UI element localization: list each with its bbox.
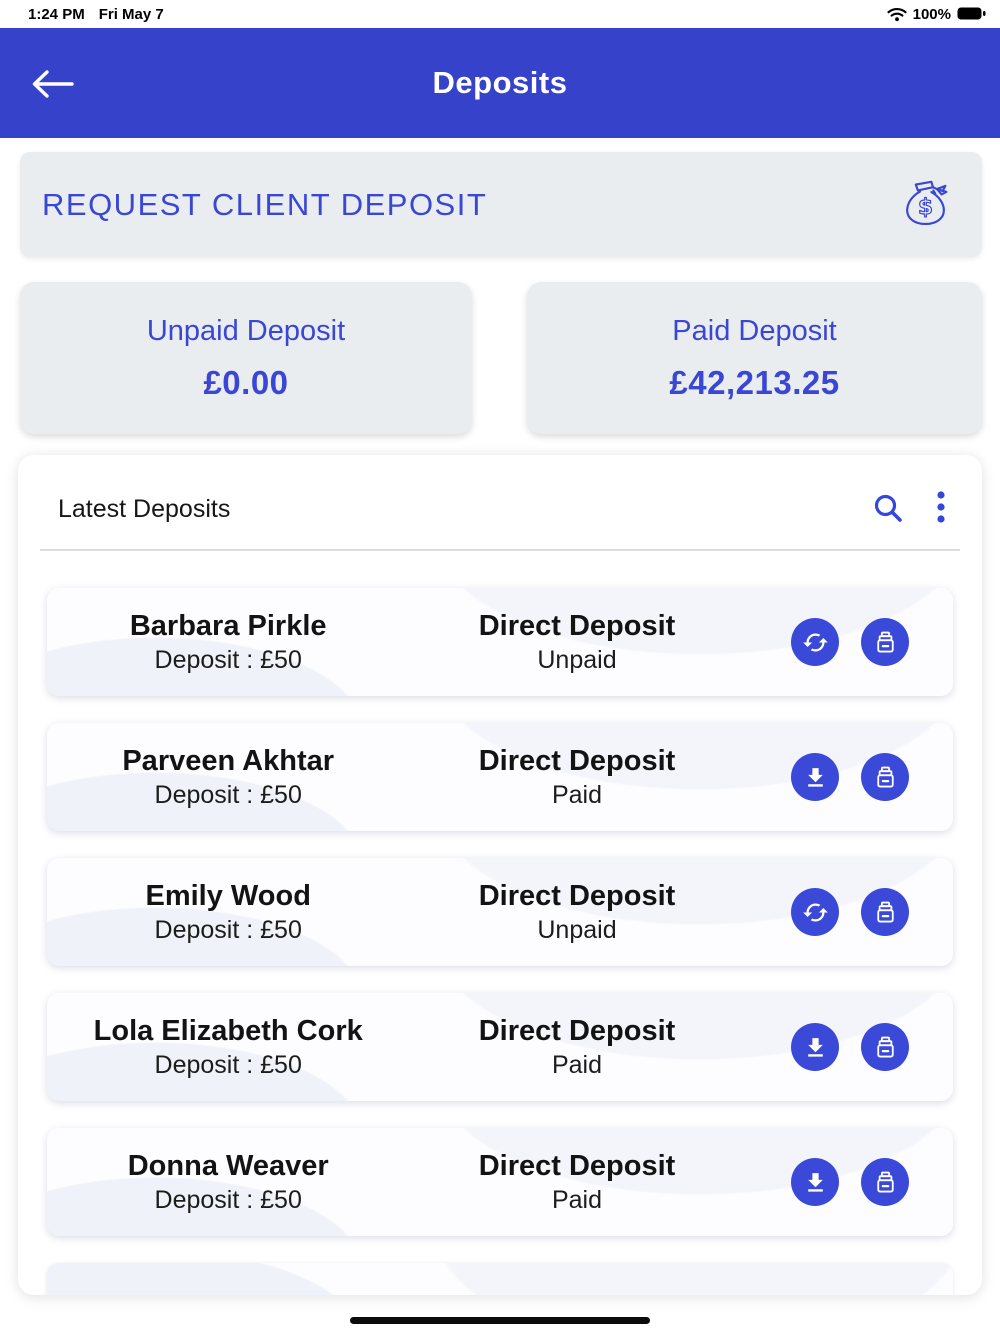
sync-button[interactable] (791, 618, 839, 666)
archive-icon (871, 898, 900, 927)
archive-icon (871, 1168, 900, 1197)
battery-percent: 100% (912, 5, 951, 23)
deposit-row[interactable]: Barbara Pirkle Deposit : £50 Direct Depo… (47, 588, 953, 696)
paid-deposit-amount: £42,213.25 (669, 363, 840, 401)
client-name: Donna Weaver (127, 1149, 329, 1182)
search-icon (872, 492, 904, 527)
archive-icon (871, 1033, 900, 1062)
archive-button[interactable] (861, 618, 909, 666)
page-title: Deposits (432, 65, 568, 100)
unpaid-deposit-amount: £0.00 (203, 363, 289, 401)
wifi-icon (887, 7, 907, 22)
payment-method: Direct Deposit (478, 744, 676, 777)
more-menu-button[interactable] (934, 488, 948, 531)
payment-status: Unpaid (537, 645, 617, 674)
payment-method: Direct Deposit (478, 1149, 676, 1182)
download-button[interactable] (791, 753, 839, 801)
unpaid-deposit-label: Unpaid Deposit (146, 314, 346, 347)
deposit-list: Barbara Pirkle Deposit : £50 Direct Depo… (18, 588, 982, 1295)
client-name: Barbara Pirkle (129, 609, 327, 642)
deposit-amount: Deposit : £50 (154, 915, 302, 944)
payment-status: Paid (551, 1185, 603, 1214)
download-icon (803, 1035, 828, 1060)
paid-deposit-card[interactable]: Paid Deposit £42,213.25 (527, 282, 982, 434)
client-name: Lola Elizabeth Cork (93, 1014, 363, 1047)
battery-icon (957, 7, 986, 21)
unpaid-deposit-card[interactable]: Unpaid Deposit £0.00 (20, 282, 472, 434)
download-icon (803, 765, 828, 790)
archive-button[interactable] (861, 888, 909, 936)
request-client-deposit-label: REQUEST CLIENT DEPOSIT (42, 186, 488, 222)
archive-icon (871, 763, 900, 792)
download-button[interactable] (791, 1158, 839, 1206)
payment-method: Direct Deposit (478, 609, 676, 642)
archive-icon (871, 628, 900, 657)
sync-icon (802, 629, 829, 656)
deposit-row[interactable]: Lola Elizabeth Cork Deposit : £50 Direct… (47, 993, 953, 1101)
latest-deposits-title: Latest Deposits (58, 494, 231, 523)
deposit-row[interactable]: Donna Weaver Deposit : £50 Direct Deposi… (47, 1128, 953, 1236)
download-button[interactable] (791, 1023, 839, 1071)
deposit-row-partial[interactable] (47, 1263, 953, 1295)
archive-button[interactable] (861, 753, 909, 801)
deposit-amount: Deposit : £50 (154, 780, 302, 809)
app-header: Deposits (0, 28, 1000, 138)
vertical-dots-icon (936, 490, 946, 529)
deposit-amount: Deposit : £50 (154, 1050, 302, 1079)
deposit-amount: Deposit : £50 (154, 645, 302, 674)
deposit-row[interactable]: Emily Wood Deposit : £50 Direct Deposit … (47, 858, 953, 966)
paid-deposit-label: Paid Deposit (672, 314, 837, 347)
payment-method: Direct Deposit (478, 879, 676, 912)
download-icon (803, 1170, 828, 1195)
payment-status: Unpaid (537, 915, 617, 944)
archive-button[interactable] (861, 1158, 909, 1206)
payment-status: Paid (551, 1050, 603, 1079)
latest-deposits-card: Latest Deposits (18, 455, 982, 1295)
client-name: Parveen Akhtar (122, 744, 335, 777)
deposit-amount: Deposit : £50 (154, 1185, 302, 1214)
payment-method: Direct Deposit (478, 1014, 676, 1047)
divider (40, 549, 960, 551)
archive-button[interactable] (861, 1023, 909, 1071)
back-button[interactable] (26, 66, 78, 104)
search-button[interactable] (870, 490, 906, 529)
payment-status: Paid (551, 780, 603, 809)
client-name: Emily Wood (145, 879, 311, 912)
sync-button[interactable] (791, 888, 839, 936)
back-arrow-icon (28, 69, 76, 104)
svg-text:$: $ (918, 195, 933, 220)
home-indicator[interactable] (350, 1317, 650, 1324)
deposit-row[interactable]: Parveen Akhtar Deposit : £50 Direct Depo… (47, 723, 953, 831)
money-bag-icon: $ (898, 177, 954, 233)
request-client-deposit-button[interactable]: REQUEST CLIENT DEPOSIT $ (20, 152, 982, 257)
latest-deposits-header: Latest Deposits (18, 455, 982, 549)
status-time: 1:24 PM (28, 5, 85, 23)
sync-icon (802, 899, 829, 926)
status-bar: 1:24 PM Fri May 7 100% (0, 0, 1000, 28)
status-date: Fri May 7 (98, 5, 164, 23)
